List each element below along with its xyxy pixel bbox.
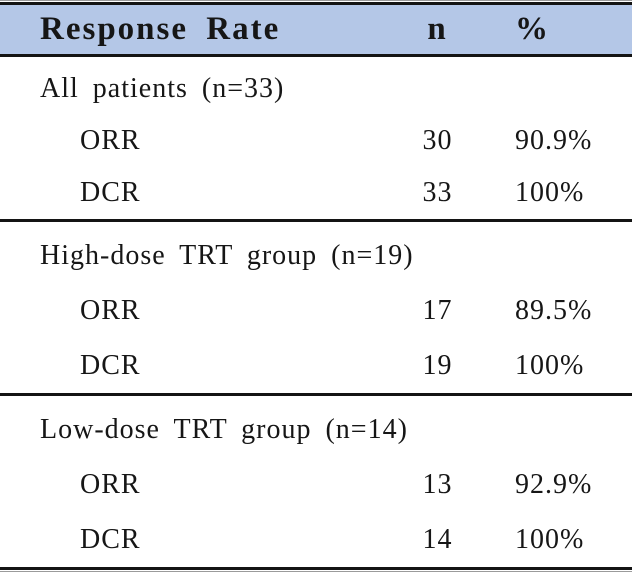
cell-pct: 100% <box>515 177 585 208</box>
cell-n: 30 <box>422 125 453 156</box>
header-cell-percent: % <box>515 11 550 47</box>
row-label: DCR <box>80 523 141 555</box>
cell-pct: 100% <box>515 349 585 381</box>
table-row: ORR 17 89.5% <box>0 283 632 338</box>
cell-pct: 90.9% <box>515 125 593 156</box>
header-cell-n: n <box>427 11 448 47</box>
group-label: All patients (n=33) <box>40 73 285 104</box>
cell-n: 13 <box>422 468 453 500</box>
row-label: ORR <box>80 468 141 500</box>
cell-n: 19 <box>422 349 453 381</box>
row-label: DCR <box>80 349 141 381</box>
table-row: ORR 30 90.9% <box>0 115 632 167</box>
cell-n: 33 <box>422 177 453 208</box>
cell-pct: 100% <box>515 523 585 555</box>
group-label: High-dose TRT group (n=19) <box>40 239 414 271</box>
section-all-patients: All patients (n=33) ORR 30 90.9% DCR 33 … <box>0 57 632 222</box>
section-low-dose-trt: Low-dose TRT group (n=14) ORR 13 92.9% D… <box>0 396 632 567</box>
cell-n: 14 <box>422 523 453 555</box>
table-row: DCR 19 100% <box>0 338 632 393</box>
group-header-row: All patients (n=33) <box>0 63 632 115</box>
row-label: ORR <box>80 125 141 156</box>
section-high-dose-trt: High-dose TRT group (n=19) ORR 17 89.5% … <box>0 222 632 396</box>
group-header-row: Low-dose TRT group (n=14) <box>0 402 632 457</box>
table-row: DCR 33 100% <box>0 167 632 219</box>
cell-pct: 89.5% <box>515 294 593 326</box>
table-row: ORR 13 92.9% <box>0 457 632 512</box>
header-cell-response-rate: Response Rate <box>40 11 281 47</box>
row-label: DCR <box>80 177 141 208</box>
row-label: ORR <box>80 294 141 326</box>
group-label: Low-dose TRT group (n=14) <box>40 413 408 445</box>
table-header-row: Response Rate n % <box>0 5 632 57</box>
cell-pct: 92.9% <box>515 468 593 500</box>
group-header-row: High-dose TRT group (n=19) <box>0 228 632 283</box>
cell-n: 17 <box>422 294 453 326</box>
table-row: DCR 14 100% <box>0 512 632 567</box>
